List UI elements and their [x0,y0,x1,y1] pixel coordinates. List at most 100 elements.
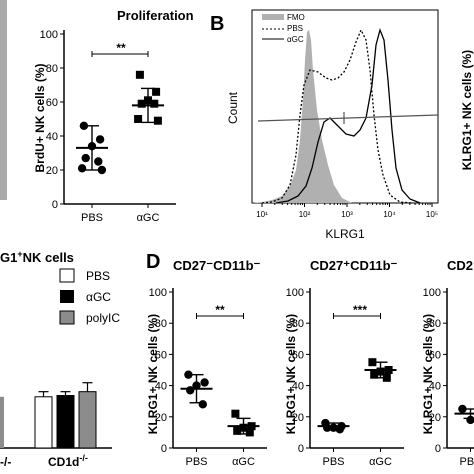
legend-fmo-label: FMO [287,13,305,22]
x-tick-label: PBS [185,456,207,468]
x-tick-label: αGC [137,212,160,224]
histogram-ylabel: Count [226,91,240,124]
x-tick-label: 10¹ [256,210,268,219]
y-tick-label: 60 [46,97,58,109]
data-point [135,70,144,79]
legend-c-polyic-swatch [59,310,75,325]
y-tick-label: 20 [46,165,58,177]
legend-c-polyic-label: polyIC [86,311,120,325]
gate-line [257,114,439,122]
y-tick-label: 100 [286,287,304,299]
bar [78,391,97,449]
data-point [200,378,209,387]
y-tick-label: 100 [149,287,167,299]
panel-c-xlabel-right: CD1d-/- [48,453,88,469]
y-tick-label: 40 [155,381,167,393]
y-tick-label: 20 [292,412,304,424]
data-point [198,400,207,409]
panel-b-letter: B [210,13,224,35]
panel-c-xlabel-left: -/- [0,455,11,469]
y-tick-label: 40 [46,131,58,143]
y-tick-label: 0 [298,443,304,455]
data-point [134,115,143,123]
y-tick-label: 60 [429,349,441,361]
data-point [186,386,195,395]
data-point [376,367,385,376]
data-point [335,425,344,434]
bar [56,395,75,449]
data-point [152,87,161,96]
y-tick-label: 20 [155,412,167,424]
panel-c-legend: PBS αGC polyIC [59,268,120,325]
data-point [153,116,162,125]
proliferation-plot: 0 20 40 60 80 100 PBS αGC [40,29,176,224]
panel-d-sub2-title: CD27⁺CD11b⁻ [310,258,398,273]
data-point [323,423,332,432]
data-point [192,381,201,390]
x-tick-label: PBS [81,212,103,224]
legend-c-pbs-swatch [59,268,75,283]
x-tick-label: PBS [322,456,344,468]
legend-c-agc-swatch [60,290,74,303]
panel-d-sub2-sig: *** [353,303,367,317]
y-tick-label: 60 [292,349,304,361]
panel-c-title: G1+NK cells [0,249,74,265]
x-tick-label: 10² [299,210,311,219]
data-point [370,370,379,379]
legend-fmo-swatch [262,14,284,20]
panel-d-letter: D [146,251,160,273]
panel-d-sub1-ylabel: KLRG1+ NK cells (%) [146,314,160,434]
data-point [233,426,242,435]
panel-d-sub1-sig: ** [215,303,225,317]
histogram-xlabel: KLRG1 [325,227,365,241]
y-tick-label: 80 [429,318,441,330]
y-tick-label: 100 [423,287,441,299]
data-point [239,423,248,432]
data-point [384,366,393,374]
y-tick-label: 40 [429,381,441,393]
panel-d-sub3-plot: 0 20 40 60 80 100 PBS [423,287,474,468]
panel-d-sub1-plot: 0 20 40 60 80 100 PBS αGC [149,287,267,468]
x-tick-label: 10⁴ [383,210,396,219]
y-tick-label: 80 [292,318,304,330]
x-tick-label: αGC [232,456,255,468]
y-tick-label: 40 [292,381,304,393]
y-tick-label: 80 [155,318,167,330]
panel-c-bars [0,382,112,449]
data-point [329,423,338,432]
y-tick-label: 0 [161,443,167,455]
data-point [81,153,90,163]
y-tick-label: 60 [155,349,167,361]
legend-c-pbs-label: PBS [86,269,110,283]
panel-d-sub2-ylabel: KLRG1+ NK cells (%) [284,314,298,434]
data-point [144,96,152,105]
data-point [79,121,89,130]
panel-d-sub1-title: CD27⁻CD11b⁻ [173,258,261,273]
proliferation-sig: ** [116,41,126,55]
y-tick-label: 0 [435,443,441,455]
x-tick-label: PBS [459,456,474,468]
data-point [95,135,105,144]
data-point [184,370,193,379]
y-tick-label: 20 [429,412,441,424]
proliferation-ylabel: BrdU+ NK cells (%) [33,63,47,172]
bar [34,396,53,449]
data-point [87,142,97,151]
histogram: FMO PBS αGC [251,9,439,204]
data-point [466,415,474,425]
fmo-curve [252,30,352,203]
x-tick-label: 10³ [341,210,353,219]
legend-c-agc-label: αGC [86,290,111,304]
proliferation-title: Proliferation [117,8,194,23]
panel-d-sub2-plot: 0 20 40 60 80 100 PBS αGC [286,287,404,468]
data-point [382,373,391,382]
pbs-curve [261,28,413,204]
x-tick-label: αGC [369,456,392,468]
y-tick-label: 0 [52,199,58,211]
panel-d-sub3-ylabel: KLRG1+ NK cells (%) [421,314,435,434]
data-point [137,99,146,108]
data-point [97,165,107,175]
legend-agc-label: αGC [287,35,304,44]
data-point [458,404,467,414]
